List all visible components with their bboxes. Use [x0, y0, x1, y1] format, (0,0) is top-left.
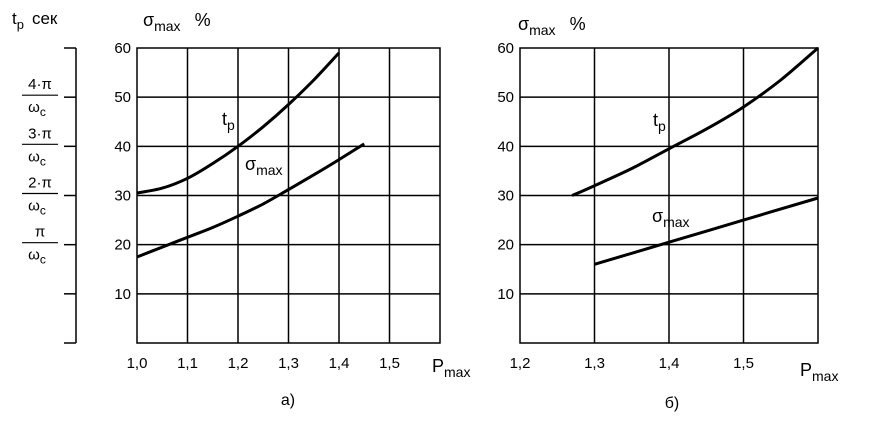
series-label-tp: tp — [222, 109, 235, 133]
panel-b-chart: 1,2 1,3 1,4 1,5 10 20 30 40 50 60 Pmax σmax % б) tp σma… — [497, 14, 838, 412]
series-label-sigma-max: σmax — [245, 154, 283, 178]
y-tick-label: 30 — [114, 188, 131, 205]
series-line-sigma-max — [594, 196, 819, 266]
y-tick-label: 20 — [114, 237, 131, 254]
x-tick-label: 1,2 — [228, 355, 249, 372]
x-tick-label: 1,5 — [379, 355, 400, 372]
tp-tick-denominator: ωc — [28, 99, 46, 119]
panel-label: а) — [281, 392, 295, 409]
series-label-tp: tp — [653, 110, 666, 134]
y-tick-label: 10 — [114, 286, 131, 303]
x-axis-label: Pmax — [432, 356, 470, 380]
x-tick-label: 1,3 — [278, 355, 299, 372]
y-tick-label: 20 — [497, 237, 514, 254]
tp-tick-numerator: 4·π — [28, 76, 52, 93]
x-tick-label: 1,4 — [659, 355, 680, 372]
x-tick-label: 1,1 — [177, 355, 198, 372]
x-tick-label: 1,0 — [127, 355, 148, 372]
y-tick-label: 50 — [497, 89, 514, 106]
x-tick-label: 1,4 — [329, 355, 350, 372]
y-tick-label: 40 — [114, 138, 131, 155]
x-tick-label: 1,2 — [510, 355, 531, 372]
tp-tick-denominator: ωc — [28, 247, 46, 267]
tp-tick-numerator: 3·π — [28, 125, 52, 142]
x-tick-label: 1,3 — [584, 355, 605, 372]
y-tick-label: 50 — [114, 89, 131, 106]
tp-tick-denominator: ωc — [28, 198, 46, 218]
tp-tick-denominator: ωc — [28, 148, 46, 168]
x-tick-label: 1,5 — [733, 355, 754, 372]
y-axis-label: σmax% — [518, 14, 586, 38]
series-label-sigma-max: σmax — [652, 206, 690, 230]
series-line-sigma-max — [136, 142, 365, 259]
series-line-tp — [136, 51, 341, 195]
y-tick-label: 60 — [114, 40, 131, 57]
panel-label: б) — [665, 395, 680, 412]
panel-a-chart: 1,0 1,1 1,2 1,3 1,4 1,5 10 20 30 40 50 60 Pmax σmax % а… — [12, 9, 470, 409]
tp-tick-numerator: π — [35, 224, 45, 241]
series-line-tp — [571, 46, 819, 197]
y-tick-label: 40 — [497, 138, 514, 155]
y-tick-label: 30 — [497, 188, 514, 205]
y-tick-label: 60 — [497, 40, 514, 57]
y-tick-label: 10 — [497, 286, 514, 303]
y-axis-label: σmax% — [143, 10, 211, 34]
tp-tick-numerator: 2·π — [28, 175, 52, 192]
tp-axis-label: tp сек — [12, 9, 58, 32]
x-axis-label: Pmax — [800, 360, 838, 384]
